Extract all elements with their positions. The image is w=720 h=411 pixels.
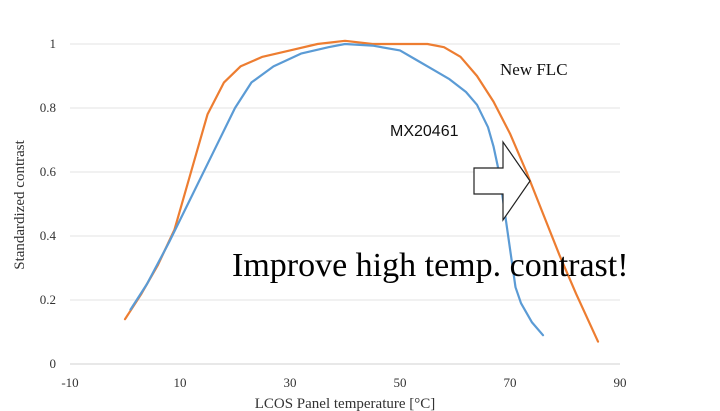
series-label-mx20461: MX20461 — [390, 123, 459, 140]
xtick-label-0: -10 — [61, 375, 78, 390]
ytick-label-5: 1 — [50, 36, 57, 51]
x-axis-title: LCOS Panel temperature [°C] — [255, 396, 436, 411]
series-line-new-flc — [123, 39, 600, 343]
callout-text: Improve high temp. contrast! — [232, 247, 629, 284]
xtick-label-5: 90 — [614, 375, 627, 390]
ytick-label-0: 0 — [50, 356, 57, 371]
ytick-label-1: 0.2 — [40, 292, 56, 307]
xtick-label-2: 30 — [284, 375, 297, 390]
series-label-new-flc: New FLC — [500, 60, 568, 79]
series-lines — [123, 39, 600, 343]
ytick-label-3: 0.6 — [40, 164, 57, 179]
right-arrow-icon — [473, 140, 531, 222]
xtick-label-1: 10 — [174, 375, 187, 390]
ytick-label-2: 0.4 — [40, 228, 57, 243]
ytick-label-4: 0.8 — [40, 100, 56, 115]
y-axis-title: Standardized contrast — [12, 139, 28, 269]
xtick-label-4: 70 — [504, 375, 517, 390]
xtick-label-3: 50 — [394, 375, 407, 390]
series-line-mx20461 — [129, 42, 545, 337]
